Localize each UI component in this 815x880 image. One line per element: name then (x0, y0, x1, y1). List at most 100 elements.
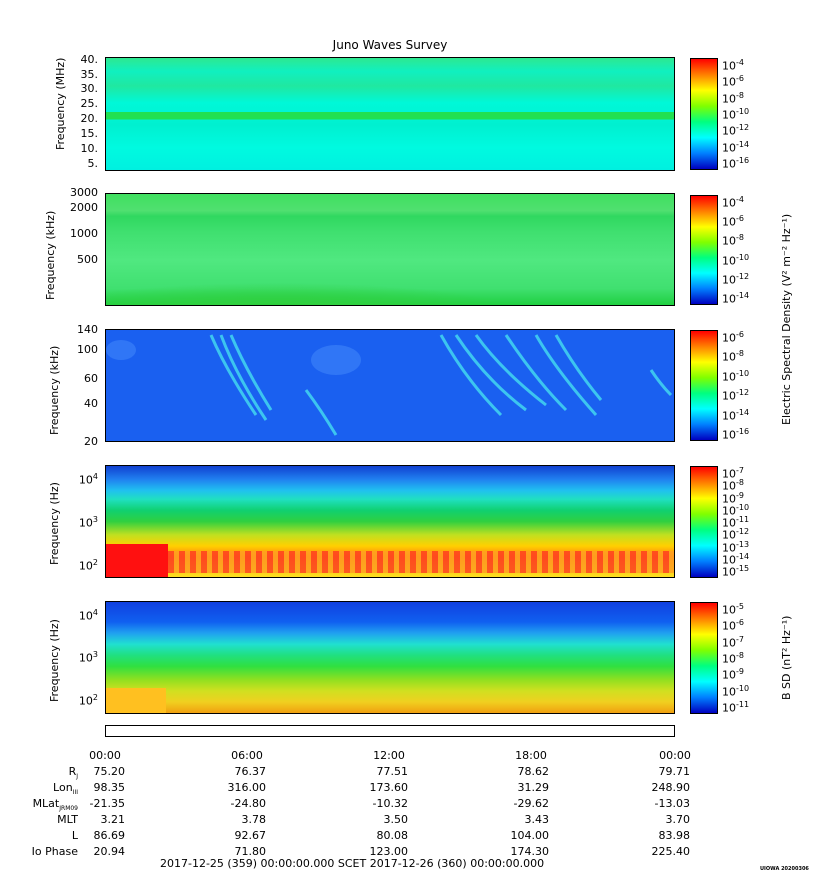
colorbar-tick-label: 10-8 (722, 90, 744, 106)
y-tick-label: 15. (80, 127, 99, 140)
ephemeris-value: 75.20 (93, 765, 126, 778)
ephemeris-value: 80.08 (376, 829, 409, 842)
colorbar-tick-label: 10-8 (722, 233, 744, 249)
ephemeris-value: 92.67 (234, 829, 267, 842)
ephemeris-value: 76.37 (234, 765, 267, 778)
ephemeris-value: 3.50 (383, 813, 409, 826)
colorbar-tick-label: 10-15 (722, 564, 750, 579)
ephemeris-value: 316.00 (227, 781, 267, 794)
spectrogram-panel-5 (105, 601, 675, 714)
y-tick-label: 103 (78, 650, 98, 665)
ephemeris-value: -13.03 (654, 797, 690, 810)
colorbar-tick-label: 10-10 (722, 252, 750, 268)
ephemeris-value: 20.94 (93, 845, 126, 858)
ephemeris-value: 3.78 (241, 813, 267, 826)
ephemeris-value: 3.43 (524, 813, 550, 826)
y-tick-label: 100 (77, 343, 98, 356)
colorbar-tick-label: 10-14 (722, 291, 750, 306)
time-tick-label: 12:00 (373, 749, 405, 762)
colorbar-tick-label: 10-12 (722, 123, 750, 138)
version-stamp: UIOWA 20200306 (760, 866, 809, 872)
spectrogram-panel-3 (105, 329, 675, 442)
y-tick-label: 10. (80, 142, 99, 155)
ephemeris-value: 83.98 (658, 829, 691, 842)
y-tick-label: 500 (77, 253, 98, 266)
ephemeris-label: Io Phase (31, 845, 78, 858)
colorbar-3 (690, 330, 718, 441)
colorbar-5 (690, 602, 718, 714)
y-tick-label: 103 (78, 515, 98, 530)
ephemeris-value: -24.80 (230, 797, 266, 810)
y-tick-label: 140 (77, 323, 98, 336)
colorbar-tick-label: 10-14 (722, 551, 750, 567)
colorbar-tick-label: 10-14 (722, 407, 750, 423)
colorbar-1 (690, 58, 718, 170)
spectrogram-panel-4 (105, 465, 675, 578)
colorbar-tick-label: 10-5 (722, 602, 744, 617)
ephemeris-value: 174.30 (510, 845, 550, 858)
ephemeris-value: 3.70 (665, 813, 691, 826)
ephemeris-label: RJ (68, 765, 78, 781)
y-tick-label: 25. (80, 97, 99, 110)
ephemeris-value: 71.80 (234, 845, 267, 858)
colorbar-tick-label: 10-4 (722, 195, 744, 210)
y-tick-label: 102 (78, 693, 98, 708)
time-range-footer: 2017-12-25 (359) 00:00:00.000 SCET 2017-… (160, 857, 545, 870)
y-tick-label: 3000 (70, 186, 98, 199)
ephemeris-label: L (71, 829, 78, 842)
ephemeris-value: 31.29 (517, 781, 550, 794)
y-tick-label: 104 (78, 472, 98, 487)
colorbar-tick-label: 10-12 (722, 388, 750, 403)
colorbar-2 (690, 195, 718, 305)
colorbar-tick-label: 10-16 (722, 427, 750, 442)
ephemeris-value: 248.90 (651, 781, 691, 794)
ephemeris-value: 86.69 (93, 829, 126, 842)
colorbar-tick-label: 10-6 (722, 214, 744, 229)
ephemeris-value: 225.40 (651, 845, 691, 858)
panel-4-red-block (106, 544, 168, 577)
ephemeris-value: -21.35 (89, 797, 125, 810)
colorbar-tick-label: 10-6 (722, 330, 744, 345)
time-axis-bar (105, 725, 675, 737)
y-tick-label: 35. (80, 68, 99, 81)
electric-colorbar-label: Electric Spectral Density (V² m⁻² Hz⁻¹) (780, 213, 793, 425)
ephemeris-value: 79.71 (658, 765, 691, 778)
ephemeris-value: 98.35 (93, 781, 126, 794)
ephemeris-label: LonIII (53, 781, 78, 797)
colorbar-tick-label: 10-8 (722, 478, 744, 493)
ephemeris-value: 77.51 (376, 765, 409, 778)
y-tick-label: 60 (84, 372, 98, 385)
ephemeris-value: -10.32 (372, 797, 408, 810)
colorbar-tick-label: 10-10 (722, 502, 750, 518)
panel-3-features (106, 334, 673, 436)
colorbar-tick-label: 10-8 (722, 651, 744, 666)
ylabel-3: Frequency (kHz) (48, 345, 61, 435)
panel-5-yellow-block (106, 688, 166, 713)
time-tick-label: 00:00 (659, 749, 691, 762)
colorbar-tick-label: 10-11 (722, 515, 750, 530)
ephemeris-value: 3.21 (100, 813, 126, 826)
y-tick-label: 40 (84, 397, 98, 410)
colorbar-tick-label: 10-9 (722, 667, 744, 682)
spectrogram-panel-2 (105, 193, 675, 306)
colorbar-tick-label: 10-10 (722, 683, 750, 699)
colorbar-tick-label: 10-8 (722, 349, 744, 365)
page-title: Juno Waves Survey (332, 38, 448, 52)
y-tick-label: 40. (80, 53, 99, 66)
colorbar-tick-label: 10-10 (722, 107, 750, 122)
time-tick-label: 06:00 (231, 749, 263, 762)
colorbar-tick-label: 10-13 (722, 539, 750, 555)
ephemeris-value: 123.00 (369, 845, 409, 858)
time-tick-label: 00:00 (89, 749, 121, 762)
ylabel-2: Frequency (kHz) (44, 210, 57, 300)
colorbar-tick-label: 10-14 (722, 139, 750, 155)
colorbar-tick-label: 10-6 (722, 74, 744, 89)
colorbar-tick-label: 10-9 (722, 490, 744, 506)
spectrogram-panel-1 (105, 57, 675, 171)
colorbar-tick-label: 10-4 (722, 58, 744, 73)
colorbar-4 (690, 466, 718, 578)
ephemeris-value: -29.62 (513, 797, 549, 810)
ephemeris-label: MLatJRM09 (32, 797, 78, 813)
colorbar-tick-label: 10-11 (722, 700, 750, 715)
colorbar-tick-label: 10-7 (722, 466, 744, 481)
